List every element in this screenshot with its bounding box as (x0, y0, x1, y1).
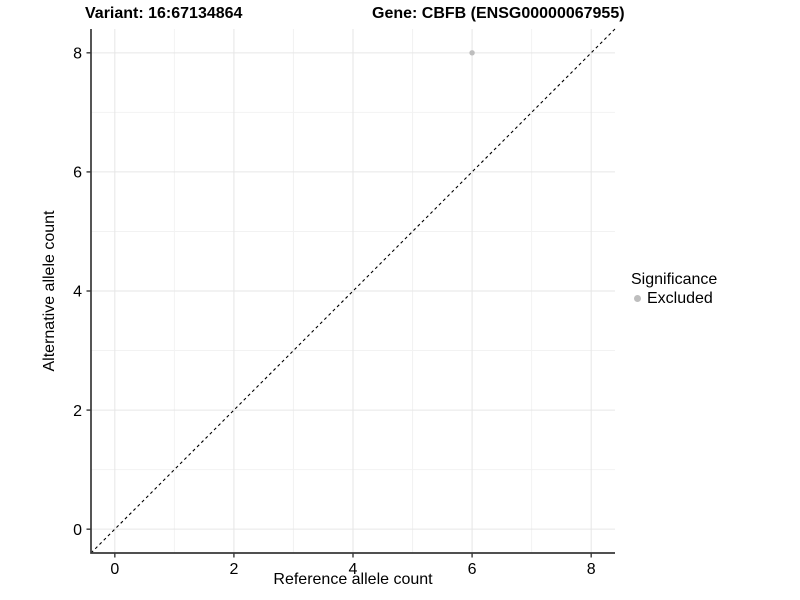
legend: Significance Excluded (631, 270, 717, 308)
y-tick-label: 6 (73, 165, 82, 182)
axis-lines (90, 29, 615, 554)
y-tick-label: 4 (73, 284, 82, 301)
data-point-excluded (469, 50, 475, 56)
y-tick-label: 0 (73, 522, 82, 539)
y-tick-label: 2 (73, 403, 82, 420)
x-tick-label: 4 (349, 561, 358, 578)
x-tick-label: 6 (468, 561, 477, 578)
legend-point-icon (634, 295, 641, 302)
x-tick-label: 8 (587, 561, 596, 578)
plot-title-variant: Variant: 16:67134864 (85, 5, 243, 22)
x-tick-label: 2 (229, 561, 238, 578)
x-tick-label: 0 (110, 561, 119, 578)
x-axis-title: Reference allele count (273, 571, 433, 588)
plot-title-gene: Gene: CBFB (ENSG00000067955) (372, 5, 625, 22)
y-tick-label: 8 (73, 46, 82, 63)
legend-title: Significance (631, 271, 718, 288)
legend-item-label: Excluded (647, 290, 713, 307)
legend-item-excluded: Excluded (631, 289, 717, 308)
